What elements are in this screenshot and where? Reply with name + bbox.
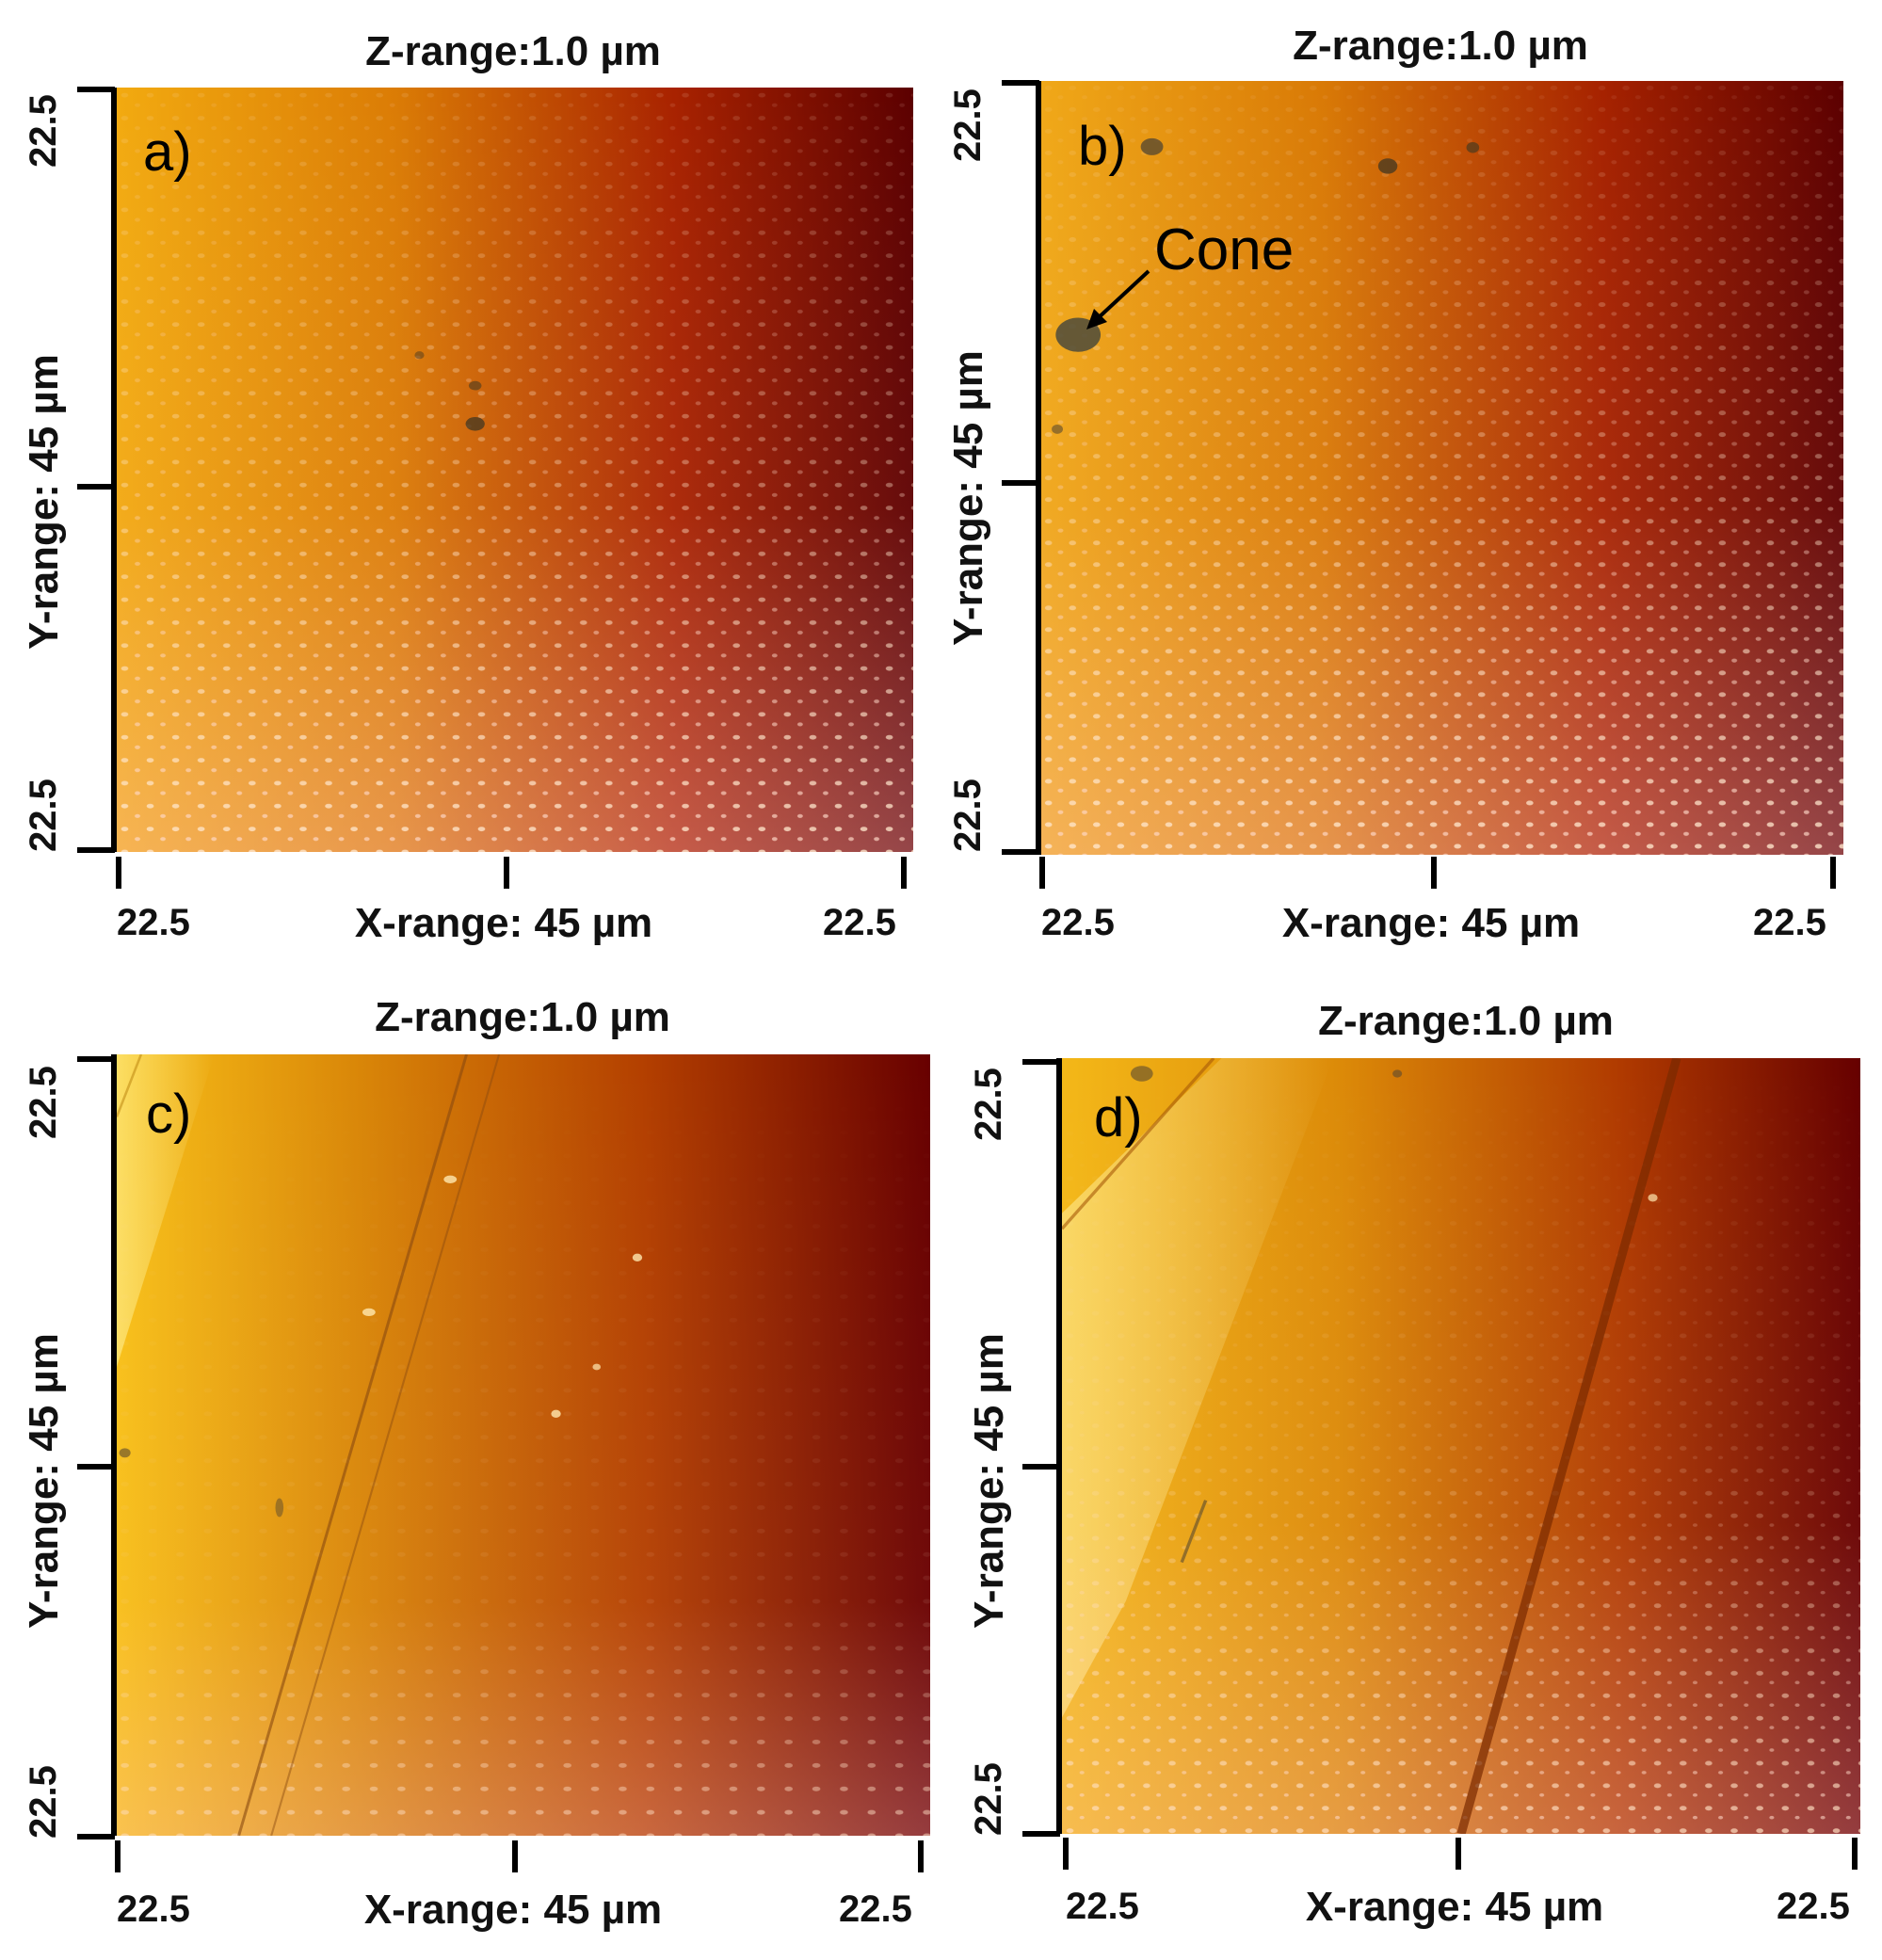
x-range-label: X-range: 45 µm [363,1887,663,1933]
x-tick-label-right: 22.5 [823,902,896,943]
afm-image-b [1041,81,1843,855]
x-tick-mid [1431,857,1437,889]
y-tick-mid [77,1464,115,1470]
y-tick-label-bottom: 22.5 [968,1762,1009,1836]
afm-topography-b [1041,81,1843,855]
x-tick-left [1063,1838,1069,1870]
panel-letter-d: d) [1094,1087,1143,1149]
cone-arrow-icon [1086,269,1150,329]
x-tick-mid [1456,1838,1461,1870]
x-range-label: X-range: 45 µm [1281,900,1581,946]
y-tick-top [1022,1059,1060,1065]
panel-letter-c: c) [146,1084,192,1145]
panel-letter-a: a) [143,121,192,183]
x-range-label: X-range: 45 µm [1305,1884,1604,1930]
x-tick-label-left: 22.5 [1041,902,1115,943]
x-tick-right [1830,857,1836,889]
afm-image-d [1062,1058,1860,1834]
x-tick-label-right: 22.5 [1777,1886,1850,1927]
y-tick-mid [77,484,115,490]
y-tick-bottom [1022,1831,1060,1837]
y-axis-line [111,88,117,852]
y-range-label: Y-range: 45 µm [945,350,991,646]
z-range-label: Z-range:1.0 µm [1318,998,1614,1044]
y-tick-bottom [77,1834,115,1840]
y-range-label: Y-range: 45 µm [21,1333,67,1629]
x-tick-left [1039,857,1045,889]
z-range-label: Z-range:1.0 µm [365,28,661,74]
y-axis-line [1036,81,1041,855]
x-tick-mid [512,1840,518,1872]
y-tick-label-top: 22.5 [23,94,64,168]
y-tick-label-bottom: 22.5 [23,1765,64,1839]
y-range-label: Y-range: 45 µm [966,1333,1012,1629]
x-tick-right [918,1840,924,1872]
y-tick-label-bottom: 22.5 [23,779,64,852]
afm-image-a [117,88,913,852]
y-tick-label-top: 22.5 [947,88,989,162]
x-tick-right [1852,1838,1858,1870]
x-tick-label-left: 22.5 [117,902,190,943]
panel-letter-b: b) [1078,116,1127,177]
x-tick-label-left: 22.5 [1066,1886,1139,1927]
y-tick-top [77,87,115,92]
y-axis-line [1056,1058,1062,1834]
y-axis-line [111,1054,117,1836]
afm-image-c [117,1054,930,1836]
y-tick-bottom [1002,849,1039,855]
afm-topography-c [117,1054,930,1836]
y-tick-top [77,1056,115,1062]
x-tick-mid [504,857,509,889]
y-range-label: Y-range: 45 µm [21,354,67,650]
x-tick-label-left: 22.5 [117,1888,190,1930]
y-tick-label-bottom: 22.5 [947,779,989,852]
afm-topography-d [1062,1058,1860,1834]
x-range-label: X-range: 45 µm [354,900,653,946]
y-tick-label-top: 22.5 [968,1068,1009,1141]
cone-annotation-label: Cone [1154,217,1295,282]
y-tick-mid [1002,480,1039,486]
y-tick-mid [1022,1464,1060,1470]
z-range-label: Z-range:1.0 µm [1293,23,1588,69]
z-range-label: Z-range:1.0 µm [375,994,670,1040]
y-tick-bottom [77,847,115,853]
afm-topography-a [117,88,913,852]
x-tick-left [116,857,121,889]
y-tick-label-top: 22.5 [23,1066,64,1139]
x-tick-left [115,1840,121,1872]
y-tick-top [1002,80,1039,86]
x-tick-label-right: 22.5 [839,1888,912,1930]
x-tick-right [901,857,907,889]
x-tick-label-right: 22.5 [1753,902,1826,943]
